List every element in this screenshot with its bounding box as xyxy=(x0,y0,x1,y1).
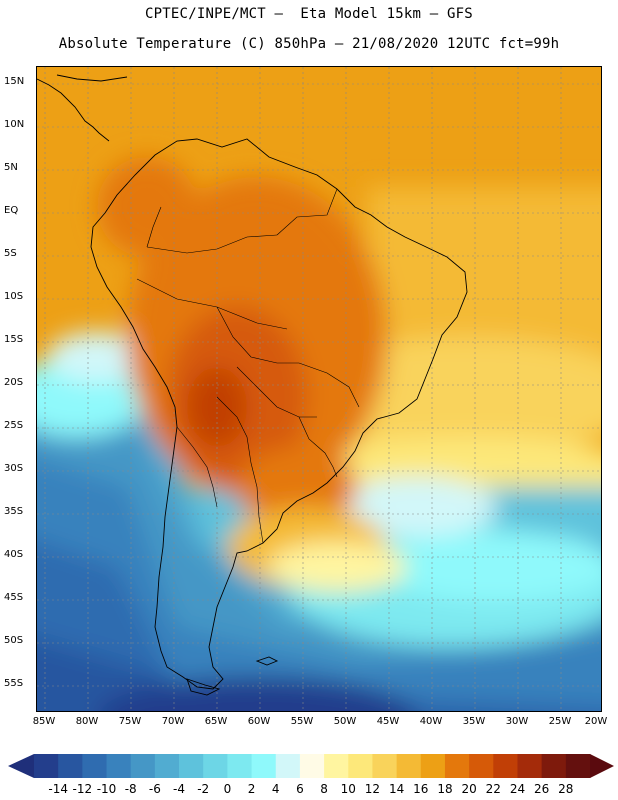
colorbar-swatch xyxy=(324,754,349,778)
colorbar-tick-label: 8 xyxy=(320,782,328,796)
colorbar-swatch xyxy=(420,754,446,778)
colorbar-swatch xyxy=(469,754,494,778)
colorbar-swatch xyxy=(130,754,156,778)
lon-label: 45W xyxy=(376,716,400,727)
colorbar-high-arrow xyxy=(590,754,614,778)
lat-label: 40S xyxy=(4,549,24,560)
lon-label: 35W xyxy=(462,716,486,727)
lat-label: 20S xyxy=(4,377,24,388)
colorbar-tick-label: -14 xyxy=(48,782,68,796)
lat-label: 10N xyxy=(4,119,25,130)
colorbar-tick-label: 28 xyxy=(558,782,574,796)
graticule xyxy=(37,67,601,711)
colorbar-swatch xyxy=(106,754,132,778)
colorbar-tick-label: -4 xyxy=(173,782,186,796)
colorbar-tick-label: 12 xyxy=(364,782,381,796)
lat-label: 10S xyxy=(4,291,24,302)
colorbar-tick-label: -8 xyxy=(124,782,137,796)
colorbar-swatch xyxy=(227,754,253,778)
colorbar-tick-label: 20 xyxy=(461,782,477,796)
colorbar xyxy=(8,754,614,778)
colorbar-swatches xyxy=(34,754,591,778)
colorbar-swatch xyxy=(299,754,325,778)
lat-label: 55S xyxy=(4,678,24,689)
colorbar-swatch xyxy=(203,754,228,778)
colorbar-tick-label: 10 xyxy=(340,782,356,796)
map-canvas xyxy=(37,67,601,711)
colorbar-tick-label: 4 xyxy=(271,782,280,796)
colorbar-tick-label: 22 xyxy=(485,782,501,796)
lon-label: 65W xyxy=(204,716,228,727)
colorbar-swatch xyxy=(348,754,373,778)
lat-label: 25S xyxy=(4,420,24,431)
colorbar-swatch xyxy=(251,754,277,778)
colorbar-tick-label: -10 xyxy=(96,782,117,796)
lat-label: 15N xyxy=(4,76,25,87)
lat-label: 45S xyxy=(4,592,24,603)
caribbean-coastline xyxy=(56,74,128,82)
colorbar-swatch xyxy=(396,754,422,778)
colorbar-tick-label: -12 xyxy=(72,782,93,796)
colorbar-swatch xyxy=(34,754,59,778)
lon-label: 85W xyxy=(32,716,56,727)
colorbar-tick-label: -6 xyxy=(148,782,161,796)
lon-label: 20W xyxy=(584,716,608,727)
lon-label: 30W xyxy=(505,716,529,727)
colorbar-swatch xyxy=(444,754,470,778)
colorbar-tick-label: -2 xyxy=(197,782,210,796)
colorbar-swatch xyxy=(58,754,83,778)
country-borders xyxy=(136,188,360,544)
lon-label: 55W xyxy=(290,716,314,727)
lon-label: 70W xyxy=(161,716,185,727)
lon-label: 60W xyxy=(247,716,271,727)
lat-label: 35S xyxy=(4,506,24,517)
lat-label: EQ xyxy=(4,205,19,216)
lon-label: 80W xyxy=(75,716,99,727)
colorbar-low-arrow xyxy=(8,754,34,778)
tierra-del-fuego xyxy=(186,678,221,696)
colorbar-swatch xyxy=(372,754,398,778)
colorbar-tick-label: 0 xyxy=(223,782,232,796)
lat-label: 5N xyxy=(4,162,18,173)
lon-label: 40W xyxy=(419,716,443,727)
colorbar-tick-label: 2 xyxy=(247,782,256,796)
lat-label: 50S xyxy=(4,635,24,646)
lon-label: 25W xyxy=(548,716,572,727)
colorbar-tick-label: 18 xyxy=(437,782,453,796)
colorbar-swatch xyxy=(154,754,180,778)
colorbar-swatch xyxy=(541,754,567,778)
lat-label: 30S xyxy=(4,463,24,474)
colorbar-tick-label: 16 xyxy=(413,782,429,796)
map-subtitle: Absolute Temperature (C) 850hPa – 21/08/… xyxy=(58,36,560,52)
lon-label: 50W xyxy=(333,716,357,727)
temperature-field xyxy=(37,157,601,711)
colorbar-swatch xyxy=(517,754,543,778)
colorbar-swatch xyxy=(565,754,591,778)
colorbar-tick-label: 6 xyxy=(296,782,304,796)
lat-label: 15S xyxy=(4,334,24,345)
lat-label: 5S xyxy=(4,248,17,259)
colorbar-swatch xyxy=(275,754,301,778)
south-america-coastline xyxy=(90,138,468,690)
temperature-map xyxy=(36,66,602,712)
colorbar-swatch xyxy=(82,754,108,778)
falklands-islands xyxy=(255,656,279,666)
colorbar-tick-label: 14 xyxy=(388,782,405,796)
colorbar-tick-label: 24 xyxy=(509,782,526,796)
coastlines xyxy=(37,74,468,696)
central-america-coastline xyxy=(37,78,110,142)
colorbar-swatch xyxy=(179,754,204,778)
map-title: CPTEC/INPE/MCT – Eta Model 15km – GFS xyxy=(145,6,473,22)
lon-label: 75W xyxy=(118,716,142,727)
colorbar-swatch xyxy=(493,754,518,778)
colorbar-tick-label: 26 xyxy=(534,782,550,796)
